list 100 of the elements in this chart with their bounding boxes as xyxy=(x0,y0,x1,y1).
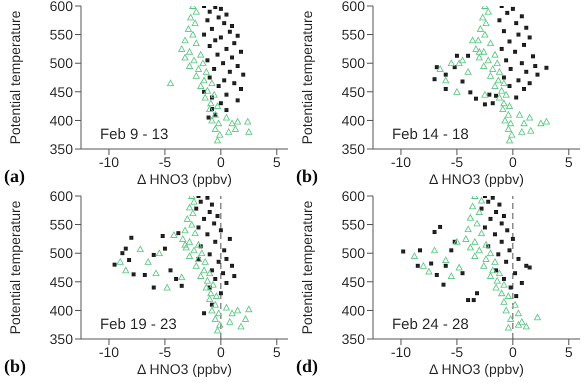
point xyxy=(184,25,192,32)
point xyxy=(486,200,490,204)
point xyxy=(210,26,214,31)
point xyxy=(221,61,226,66)
point xyxy=(186,62,193,70)
x-axis-title: Δ HNO3 (ppbv) xyxy=(429,361,524,377)
point xyxy=(420,262,427,269)
point xyxy=(516,256,520,261)
point xyxy=(204,87,211,94)
point xyxy=(224,46,228,51)
point xyxy=(528,81,532,86)
y-tick-label: 400 xyxy=(342,112,366,128)
point xyxy=(232,274,236,278)
x-tick-label: 0 xyxy=(216,344,225,360)
x-axis-title: Δ HNO3 (ppbv) xyxy=(429,171,524,187)
point xyxy=(218,101,223,106)
annotation: Feb 14 - 18 xyxy=(392,126,469,143)
point xyxy=(239,86,244,91)
point xyxy=(497,18,502,22)
y-tick-label: 450 xyxy=(50,84,74,100)
point xyxy=(474,96,478,101)
point xyxy=(132,272,136,276)
point xyxy=(206,270,214,276)
point xyxy=(504,126,512,132)
point xyxy=(429,261,434,266)
point xyxy=(482,241,490,248)
point xyxy=(522,42,526,47)
point xyxy=(468,90,472,94)
y-tick-label: 600 xyxy=(342,188,366,204)
point xyxy=(202,68,210,75)
point xyxy=(482,225,487,230)
point xyxy=(502,29,506,34)
point xyxy=(218,228,223,232)
point xyxy=(487,40,494,46)
point xyxy=(210,281,216,288)
point xyxy=(469,36,476,44)
point xyxy=(174,276,178,281)
point xyxy=(466,244,474,250)
point xyxy=(494,210,498,214)
point xyxy=(505,10,510,15)
y-tick-label: 400 xyxy=(50,112,74,128)
point xyxy=(225,128,232,135)
point xyxy=(515,321,522,328)
point xyxy=(230,264,234,268)
point xyxy=(200,76,208,84)
point xyxy=(216,84,221,88)
y-tick-label: 400 xyxy=(50,302,74,318)
point xyxy=(164,284,171,290)
point xyxy=(506,102,513,110)
point xyxy=(497,202,502,207)
point xyxy=(170,231,178,238)
point xyxy=(416,264,420,268)
point xyxy=(478,197,485,204)
x-tick-label: -10 xyxy=(98,344,120,360)
y-tick-label: 450 xyxy=(342,84,366,100)
point xyxy=(189,31,196,38)
point xyxy=(182,244,190,250)
point xyxy=(479,14,486,20)
point xyxy=(124,246,128,251)
point xyxy=(152,286,156,290)
point xyxy=(508,66,513,71)
point xyxy=(184,215,191,222)
point xyxy=(196,225,200,230)
point xyxy=(192,72,200,79)
point xyxy=(190,198,198,205)
point xyxy=(241,72,246,77)
point xyxy=(216,52,220,57)
point xyxy=(513,50,518,54)
point xyxy=(448,272,455,280)
point xyxy=(510,6,515,11)
point xyxy=(498,87,506,94)
point xyxy=(499,106,506,112)
point xyxy=(242,316,249,322)
point xyxy=(205,18,210,22)
point xyxy=(502,116,508,124)
point xyxy=(223,114,230,120)
y-tick-label: 500 xyxy=(50,245,74,262)
point xyxy=(504,111,512,118)
point xyxy=(448,60,455,66)
point xyxy=(202,94,209,100)
point xyxy=(524,26,528,30)
text: (a) xyxy=(4,166,25,187)
point xyxy=(504,260,508,264)
point xyxy=(202,32,206,37)
point xyxy=(488,216,492,221)
point xyxy=(224,12,228,17)
point xyxy=(213,38,218,42)
point xyxy=(120,251,124,256)
point xyxy=(516,111,524,118)
y-tick-label: 400 xyxy=(342,302,366,318)
point xyxy=(504,324,512,331)
point xyxy=(496,252,500,256)
y-tick-label: 550 xyxy=(50,26,74,43)
point xyxy=(507,120,514,126)
annotation: Feb 9 - 13 xyxy=(100,126,168,143)
point xyxy=(533,64,538,68)
point xyxy=(432,77,437,82)
point xyxy=(494,60,501,66)
x-tick-label: 0 xyxy=(508,154,517,170)
point xyxy=(482,255,490,262)
